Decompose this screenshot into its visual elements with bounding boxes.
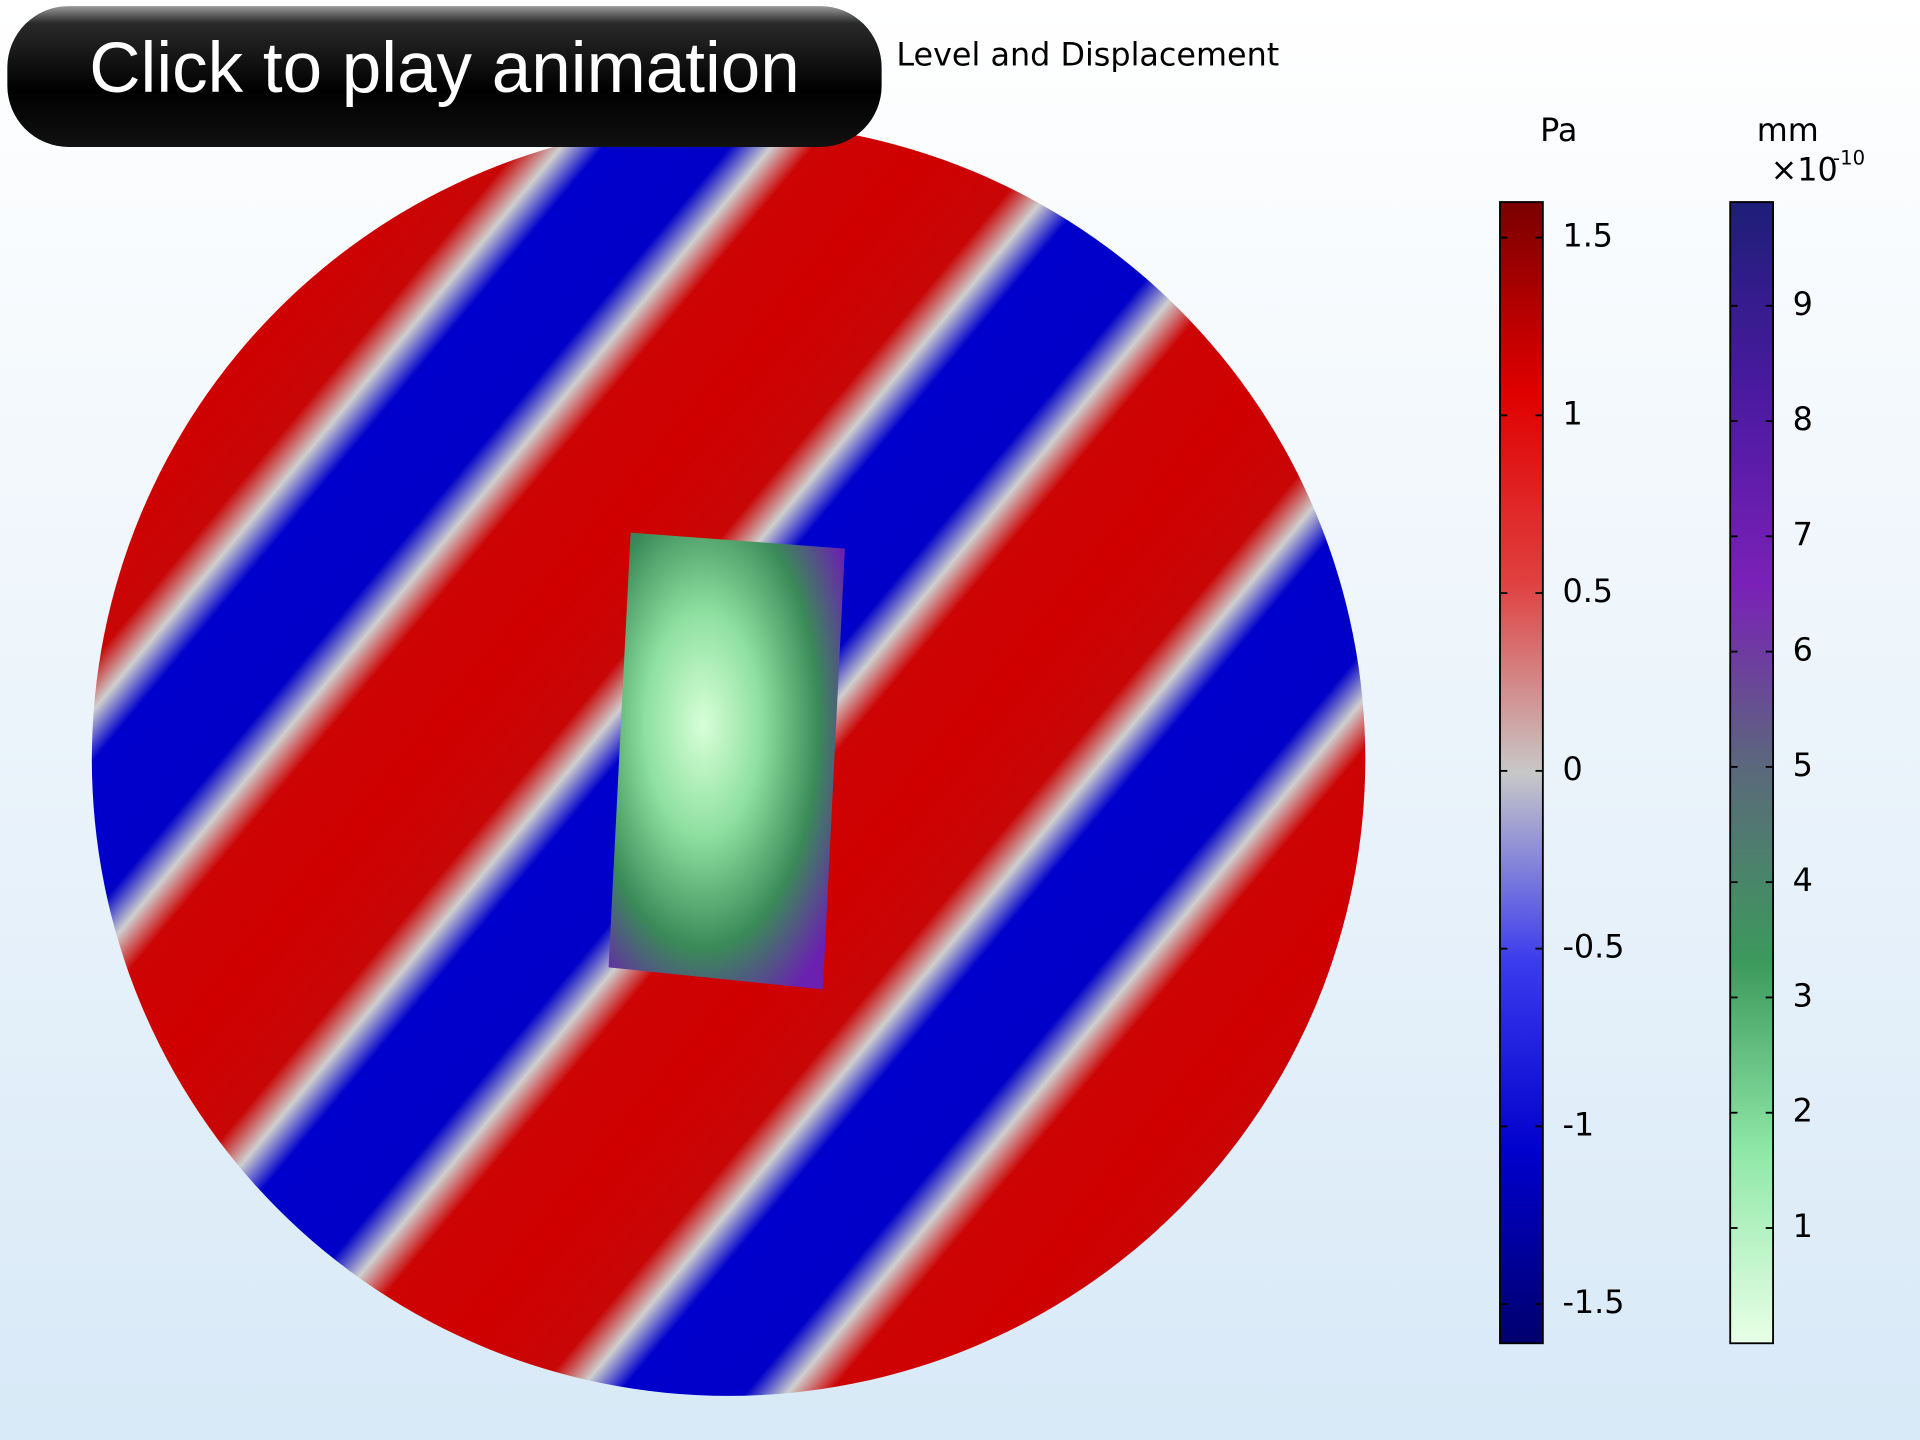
tick-label: 0.5 bbox=[1562, 572, 1613, 610]
colorbar bbox=[1729, 201, 1774, 1345]
tick-label: -1.5 bbox=[1562, 1283, 1624, 1321]
tick-label: 0 bbox=[1562, 750, 1582, 788]
tick-label: 7 bbox=[1793, 515, 1813, 553]
tick-label: 5 bbox=[1793, 746, 1813, 784]
tick-label: 1 bbox=[1562, 394, 1582, 432]
tick-label: 8 bbox=[1793, 400, 1813, 438]
play-button-label[interactable]: Click to play animation bbox=[89, 29, 799, 108]
tick-label: 1 bbox=[1793, 1207, 1813, 1245]
tick-label: 1.5 bbox=[1562, 217, 1613, 255]
colorbars: 1.5 1 0.5 0 -0.5 -1 -1.5 Pa 9 8 7 6 5 4 3 2 1 mm×10-10 bbox=[1499, 111, 1865, 1345]
tick-label: 3 bbox=[1793, 976, 1813, 1014]
tick-label: 2 bbox=[1793, 1092, 1813, 1130]
play-button[interactable]: Click to play animation bbox=[7, 6, 882, 147]
displacement-body bbox=[608, 532, 845, 990]
colorbar-unit: mm bbox=[1757, 111, 1819, 149]
colorbar-unit: Pa bbox=[1540, 111, 1577, 149]
tick-label: 6 bbox=[1793, 631, 1813, 669]
colorbar-exponent: -10 bbox=[1833, 147, 1865, 170]
play-button-bg[interactable] bbox=[7, 6, 882, 147]
colorbar-multiplier: ×10 bbox=[1771, 150, 1838, 188]
colorbar bbox=[1499, 201, 1544, 1345]
tick-label: -1 bbox=[1562, 1105, 1594, 1143]
tick-label: -0.5 bbox=[1562, 928, 1624, 966]
tick-label: 4 bbox=[1793, 861, 1813, 899]
plot-title: Level and Displacement bbox=[896, 35, 1279, 73]
tick-label: 9 bbox=[1793, 285, 1813, 323]
